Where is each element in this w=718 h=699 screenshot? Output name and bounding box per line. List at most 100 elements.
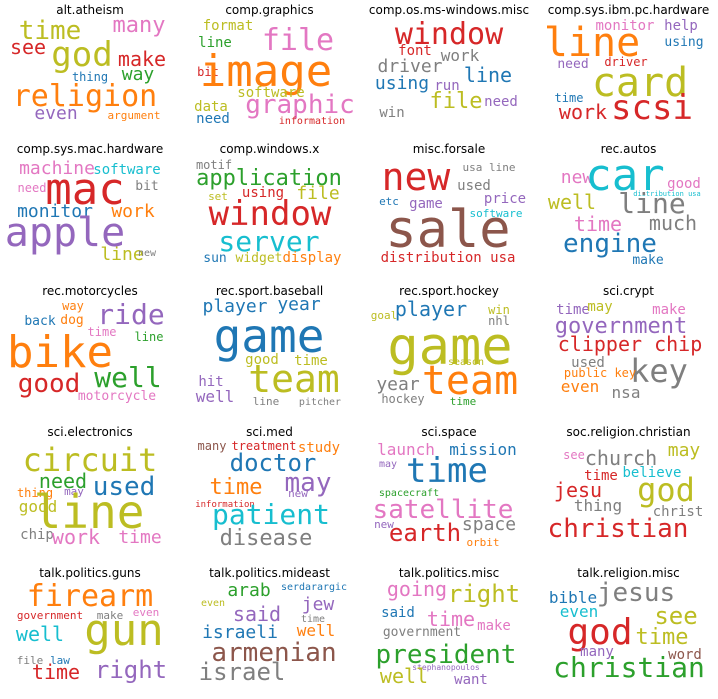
word-label: key [630, 352, 688, 390]
word-label: file [262, 23, 334, 58]
word-label: motif [196, 158, 232, 172]
word-label: god [567, 612, 632, 653]
word-label: government [383, 625, 461, 640]
word-label: jesus [597, 578, 675, 608]
word-label: new [288, 487, 308, 500]
word-label: time [118, 527, 161, 548]
word-label: may [587, 299, 612, 315]
word-label: see [563, 448, 585, 462]
word-label: christ [653, 504, 704, 520]
word-label: work [52, 525, 100, 549]
word-label: may [285, 468, 332, 498]
word-label: line [34, 485, 145, 539]
word-label: using [242, 185, 284, 201]
word-label: thing [72, 70, 108, 84]
word-label: may [668, 440, 701, 461]
word-label: work [441, 46, 480, 65]
word-label: going [387, 577, 447, 601]
word-label: doctor [230, 449, 317, 477]
word-label: bit [135, 179, 158, 194]
panel-title: sci.space [421, 425, 476, 439]
word-label: stephanopoulos [412, 663, 480, 672]
word-label: arab [227, 580, 270, 601]
word-label: win [379, 105, 404, 121]
word-label: work [111, 201, 155, 222]
word-label: new [138, 248, 157, 259]
word-label: motorcycle [78, 389, 156, 404]
word-label: team [422, 358, 518, 404]
word-label: mission [449, 440, 516, 459]
word-label: make [632, 253, 663, 268]
word-label: need [196, 111, 230, 127]
word-label: religion [13, 79, 158, 114]
word-label: time [301, 614, 325, 625]
panel-title: comp.sys.ibm.pc.hardware [548, 3, 709, 17]
word-label: driver [604, 55, 647, 69]
word-label: many [580, 644, 614, 660]
word-label: line [100, 244, 143, 265]
word-label: goal [371, 309, 398, 322]
word-label: time [450, 395, 477, 408]
word-label: distribution usa [381, 250, 516, 266]
word-label: gun [84, 605, 163, 656]
panel-title: talk.politics.guns [39, 566, 141, 580]
word-label: good [19, 497, 58, 516]
word-label: data [194, 99, 228, 115]
word-label: ride [97, 298, 164, 331]
word-label: hockey [381, 392, 424, 406]
word-label: server [218, 225, 319, 258]
word-label: need [484, 94, 518, 110]
word-label: season [448, 357, 484, 368]
word-label: bit [197, 65, 219, 79]
word-label: time [294, 353, 328, 369]
word-label: scsi [611, 88, 693, 128]
word-label: israel [199, 658, 286, 686]
word-label: space [462, 514, 516, 535]
word-label: information [195, 500, 255, 510]
word-label: spacecraft [379, 488, 439, 499]
word-label: make [477, 618, 511, 634]
word-label: line [253, 395, 280, 408]
word-label: god [637, 471, 695, 509]
word-label: new [374, 518, 394, 531]
word-label: right [448, 580, 520, 608]
wordcloud-panel: comp.sys.mac.hardwaremachinesoftwaremacn… [5, 142, 163, 265]
word-label: card [592, 60, 688, 106]
wordcloud-panel: soc.religion.christian see church may time be… [548, 425, 704, 544]
word-label: well [94, 361, 161, 394]
word-label: line [135, 330, 164, 344]
word-label: widget [236, 251, 283, 266]
word-label: sale [385, 200, 510, 260]
word-label: player [202, 296, 267, 317]
panel-title: rec.motorcycles [42, 284, 137, 298]
word-label: president [376, 640, 517, 670]
word-label: good [667, 176, 701, 192]
word-label: used [457, 178, 491, 194]
panel-title: misc.forsale [413, 142, 486, 156]
word-label: even [560, 602, 599, 621]
word-label: game [409, 196, 443, 212]
word-label: argument [108, 109, 161, 122]
panel-title: comp.graphics [225, 3, 313, 17]
word-label: want [454, 672, 488, 688]
word-label: information [279, 116, 345, 127]
word-label: font [398, 43, 432, 59]
word-label: file [430, 89, 483, 114]
word-label: time [19, 16, 82, 46]
panel-title: sci.med [246, 425, 293, 439]
word-label: believe [622, 465, 681, 481]
word-label: christian [548, 514, 689, 544]
panel-title: comp.windows.x [220, 142, 320, 156]
word-label: way [122, 64, 155, 85]
word-label: time [556, 302, 590, 318]
word-label: see [10, 35, 46, 59]
